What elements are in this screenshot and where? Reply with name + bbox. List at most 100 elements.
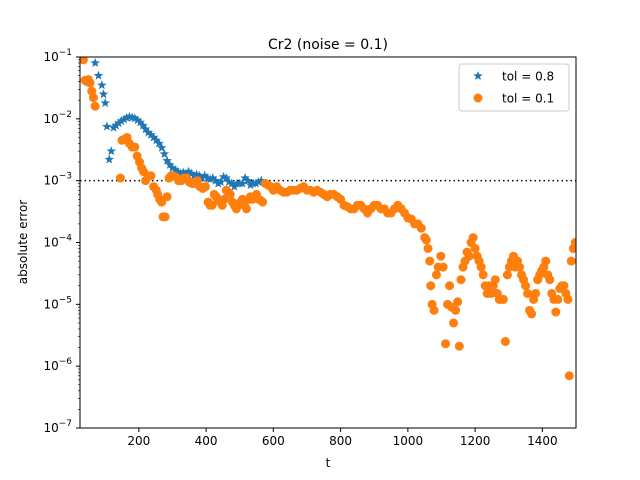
data-point <box>108 122 119 132</box>
data-point <box>135 117 145 127</box>
data-point <box>111 120 121 130</box>
data-point <box>165 159 175 169</box>
data-point <box>245 180 256 190</box>
data-point <box>498 294 508 304</box>
data-point <box>426 281 436 291</box>
data-point <box>570 238 576 247</box>
data-point <box>119 114 129 124</box>
data-point <box>225 189 235 199</box>
y-tick-label: 10−3 <box>43 172 72 188</box>
data-point <box>551 307 561 317</box>
data-point <box>132 115 143 125</box>
data-point <box>218 171 229 181</box>
data-point <box>464 251 474 261</box>
data-point <box>545 275 555 285</box>
data-point <box>468 233 478 243</box>
data-point <box>100 98 110 108</box>
data-point <box>478 270 488 280</box>
data-point <box>80 57 88 65</box>
data-point <box>563 294 573 304</box>
data-point <box>256 175 267 185</box>
data-point <box>436 251 446 261</box>
data-point <box>154 138 164 148</box>
y-axis-label: absolute error <box>16 200 30 285</box>
data-point <box>490 275 500 285</box>
data-point <box>173 166 183 176</box>
data-point <box>194 170 205 180</box>
x-tick-label: 1200 <box>460 434 491 448</box>
data-point <box>216 177 226 187</box>
data-point <box>167 163 178 173</box>
data-point <box>205 174 215 184</box>
data-point <box>197 173 207 183</box>
y-tick-label: 10−4 <box>43 234 72 250</box>
legend-marker <box>473 71 483 81</box>
data-point <box>151 135 162 145</box>
data-point <box>104 154 115 164</box>
plot-area <box>80 57 576 428</box>
legend-marker <box>473 93 483 103</box>
data-point <box>213 178 223 188</box>
data-point <box>189 170 199 180</box>
data-point <box>85 78 95 88</box>
y-tick-label: 10−6 <box>43 357 72 373</box>
chart-title: Cr2 (noise = 0.1) <box>268 37 388 53</box>
data-point <box>90 57 100 68</box>
data-point <box>251 178 261 188</box>
plot-frame <box>79 56 577 429</box>
data-point <box>470 243 480 253</box>
legend-label: tol = 0.8 <box>502 70 554 84</box>
data-point <box>146 129 156 139</box>
data-point <box>515 262 525 272</box>
x-tick-label: 200 <box>127 434 150 448</box>
data-point <box>146 171 156 181</box>
y-tick-label: 10−7 <box>43 419 72 435</box>
data-point <box>162 155 172 165</box>
data-point <box>159 148 170 159</box>
data-point <box>243 175 253 185</box>
data-point <box>416 223 426 233</box>
data-point <box>98 89 109 99</box>
x-tick-label: 1400 <box>527 434 558 448</box>
data-point <box>564 371 574 381</box>
data-point <box>258 197 268 207</box>
data-point <box>553 294 563 304</box>
data-point <box>115 173 125 183</box>
data-point <box>162 192 172 202</box>
data-point <box>527 309 537 319</box>
data-point <box>121 112 132 122</box>
data-point <box>156 142 167 152</box>
data-point <box>521 281 531 291</box>
data-point <box>202 173 213 183</box>
data-point <box>221 173 232 183</box>
data-point <box>229 181 240 191</box>
data-point <box>183 166 194 176</box>
x-tick-label: 600 <box>262 434 285 448</box>
data-point <box>453 297 463 307</box>
data-point <box>97 80 107 90</box>
data-point <box>445 281 455 291</box>
data-point <box>429 305 439 315</box>
data-point <box>559 281 569 291</box>
data-point <box>454 341 464 351</box>
data-point <box>438 262 448 272</box>
data-point <box>200 170 210 180</box>
data-point <box>143 127 154 137</box>
data-point <box>449 318 459 328</box>
data-point <box>138 120 148 130</box>
data-point <box>423 243 433 253</box>
data-point <box>541 256 551 266</box>
data-point <box>102 121 112 131</box>
data-point <box>456 275 466 285</box>
y-tick-label: 10−5 <box>43 295 72 311</box>
data-point <box>113 118 124 128</box>
data-point <box>421 235 431 245</box>
data-point <box>224 177 234 187</box>
data-point <box>237 178 248 188</box>
data-point <box>502 270 512 280</box>
data-point <box>90 101 100 111</box>
data-point <box>566 256 576 266</box>
data-point <box>219 194 229 204</box>
x-tick-label: 800 <box>329 434 352 448</box>
data-point <box>106 146 117 156</box>
